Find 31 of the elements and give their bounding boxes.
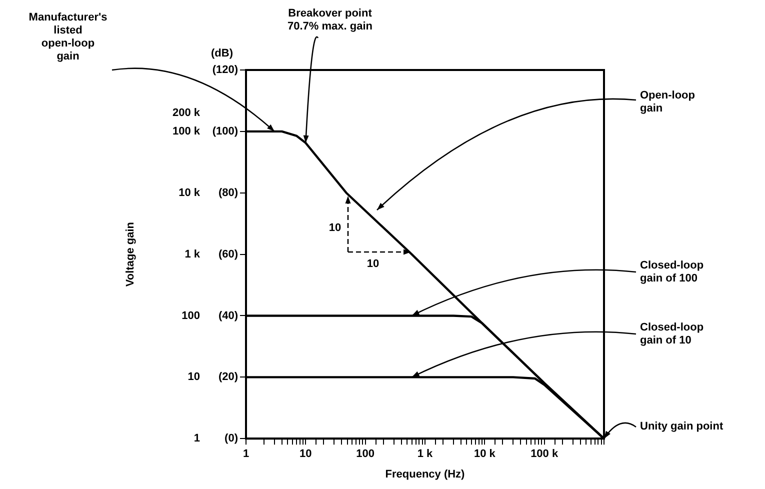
x-tick-label: 1 <box>242 448 250 460</box>
x-tick-label: 100 k <box>530 448 559 460</box>
y2-tick-label: (100) <box>212 125 238 138</box>
annotation: Unity gain point <box>640 420 724 433</box>
y-tick-label: 1 k <box>184 248 201 260</box>
x-tick-label: 10 <box>300 448 312 460</box>
y-tick-label: 10 k <box>178 186 201 199</box>
y2-tick-label: (80) <box>218 186 238 199</box>
annotation: 10 <box>328 222 342 234</box>
y-tick-label: 100 k <box>172 125 201 138</box>
annotation: Manufacturer's listed open-loop gain <box>28 12 108 63</box>
annotation: Closed-loop gain of 10 <box>640 322 704 347</box>
text: (dB) <box>211 48 234 60</box>
y2-tick-label: (120) <box>212 64 238 76</box>
annotation: Breakover point 70.7% max. gain <box>288 8 373 33</box>
y2-tick-label: (0) <box>224 432 238 445</box>
annotation: 10 <box>366 258 380 270</box>
x-axis-title: Frequency (Hz) <box>385 468 466 480</box>
x-tick-label: 100 <box>356 448 375 460</box>
y2-tick-label: (60) <box>218 248 238 260</box>
text: Open-loop gain <box>640 90 696 115</box>
annotation: Closed-loop gain of 100 <box>640 260 704 285</box>
y2-tick-label: (40) <box>218 310 238 322</box>
y-tick-label: 1 <box>194 432 200 445</box>
y-axis-title: Voltage gain <box>124 222 137 287</box>
x-tick-label: 10 k <box>474 448 496 460</box>
y-tick-label: 200 k <box>172 106 201 119</box>
y-tick-label: 100 <box>182 310 200 322</box>
x-tick-label: 1 k <box>417 448 434 460</box>
y2-tick-label: (20) <box>218 371 238 384</box>
y-tick-label: 10 <box>188 371 200 384</box>
